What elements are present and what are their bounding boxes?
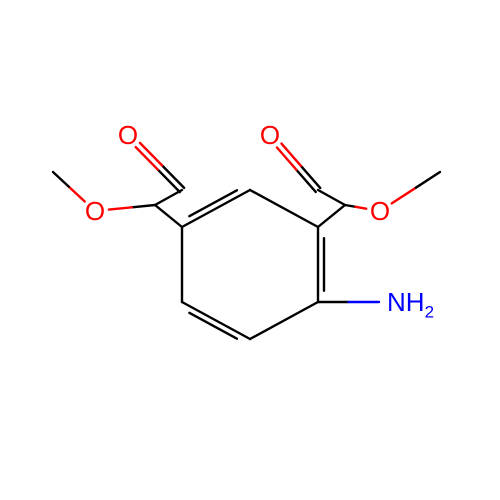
molecule-diagram: O O O O NH2: [0, 0, 500, 500]
atom-label: NH2: [387, 287, 434, 322]
atom-label: O: [260, 120, 280, 150]
atom-label: O: [370, 196, 390, 226]
atom-label: O: [118, 120, 138, 150]
atom-label: O: [85, 196, 105, 226]
